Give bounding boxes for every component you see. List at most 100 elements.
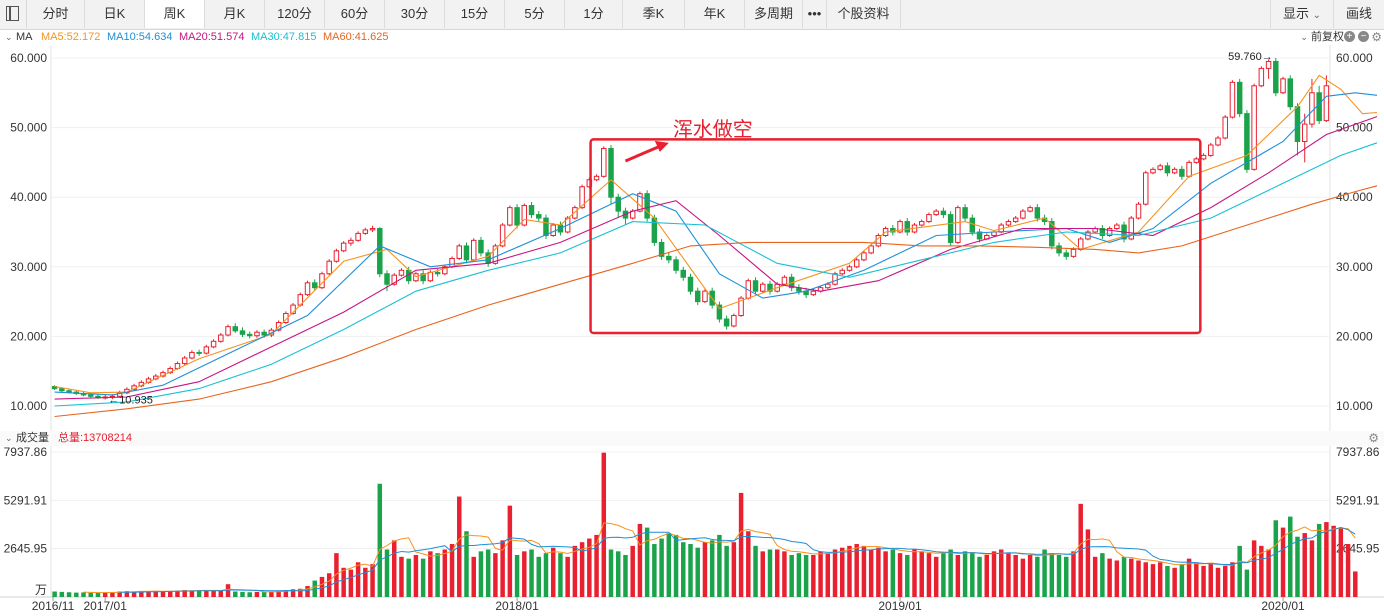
candle bbox=[456, 245, 463, 259]
candle bbox=[1222, 116, 1228, 139]
candle bbox=[615, 196, 621, 212]
ma-legend: ⌄ MA MA5:52.172 MA10:54.634 MA20:51.574 … bbox=[0, 30, 1384, 44]
candle bbox=[181, 357, 188, 365]
volume-bar bbox=[326, 573, 332, 597]
volume-bar bbox=[413, 554, 419, 597]
tab-13[interactable]: ••• bbox=[803, 0, 827, 28]
ma20-value: MA20:51.574 bbox=[179, 31, 245, 43]
volume-bar bbox=[782, 551, 787, 597]
candle bbox=[673, 259, 679, 271]
candle bbox=[1034, 207, 1041, 219]
layout-toggle-button[interactable] bbox=[0, 0, 27, 28]
volume-bar bbox=[1114, 560, 1120, 597]
zoom-out-icon[interactable]: − bbox=[1358, 31, 1369, 42]
display-menu-button[interactable]: 显示 ⌄ bbox=[1269, 0, 1333, 28]
tab-6[interactable]: 30分 bbox=[385, 0, 445, 28]
volume-bar bbox=[211, 590, 216, 597]
indicator-name[interactable]: MA bbox=[16, 31, 33, 43]
tab-2[interactable]: 周K bbox=[145, 0, 205, 28]
candle bbox=[225, 326, 231, 336]
candle bbox=[398, 269, 405, 276]
volume-bar bbox=[298, 588, 303, 597]
volume-bar bbox=[1208, 564, 1214, 597]
arrow-head bbox=[654, 140, 669, 152]
candle bbox=[1251, 85, 1257, 170]
y-tick-label: 7937.86 bbox=[4, 446, 48, 459]
volume-bar bbox=[167, 591, 173, 597]
candle bbox=[218, 334, 224, 342]
tab-8[interactable]: 5分 bbox=[505, 0, 565, 28]
volume-bar bbox=[1215, 567, 1221, 597]
volume-bar bbox=[1006, 553, 1011, 597]
tab-3[interactable]: 月K bbox=[205, 0, 265, 28]
volume-bar bbox=[1078, 503, 1083, 597]
candle bbox=[521, 205, 528, 226]
tab-1[interactable]: 日K bbox=[85, 0, 145, 28]
candle bbox=[839, 269, 845, 275]
tab-4[interactable]: 120分 bbox=[265, 0, 325, 28]
price-chart[interactable]: 60.000 50.000 40.000 30.000 20.000 10.000 60.… bbox=[0, 45, 1384, 431]
candle bbox=[832, 273, 838, 285]
tab-11[interactable]: 年K bbox=[685, 0, 745, 28]
volume-bar bbox=[1331, 525, 1336, 597]
volume-bar bbox=[153, 590, 159, 597]
tab-12[interactable]: 多周期 bbox=[745, 0, 803, 28]
tab-7[interactable]: 15分 bbox=[445, 0, 505, 28]
candle bbox=[760, 283, 766, 292]
volume-bar bbox=[601, 452, 607, 597]
volume-bar bbox=[247, 592, 252, 597]
volume-bar bbox=[384, 549, 390, 597]
volume-bar bbox=[442, 549, 448, 597]
volume-bar bbox=[854, 544, 859, 597]
volume-bar bbox=[572, 545, 578, 597]
volume-bar bbox=[529, 549, 534, 597]
volume-bar bbox=[1186, 558, 1192, 597]
volume-bar bbox=[146, 591, 151, 597]
volume-bar bbox=[131, 591, 137, 597]
candle bbox=[326, 260, 332, 275]
volume-bar bbox=[478, 551, 484, 597]
draw-line-button[interactable]: 画线 bbox=[1332, 0, 1384, 28]
volume-bar bbox=[341, 567, 346, 597]
tab-14[interactable]: 个股资料 bbox=[827, 0, 901, 28]
candle bbox=[810, 290, 817, 296]
candle bbox=[66, 390, 72, 393]
volume-bar bbox=[233, 591, 238, 597]
volume-bar bbox=[514, 554, 520, 597]
volume-bar bbox=[767, 549, 773, 597]
tab-10[interactable]: 季K bbox=[623, 0, 685, 28]
settings-gear-icon[interactable]: ⚙ bbox=[1368, 431, 1379, 445]
candle bbox=[904, 221, 911, 233]
candle bbox=[579, 186, 585, 209]
settings-gear-icon[interactable]: ⚙ bbox=[1371, 30, 1382, 44]
candle bbox=[723, 318, 730, 327]
y-tick-label: 40.000 bbox=[1336, 190, 1373, 204]
low-label: ←10.935 bbox=[108, 395, 153, 407]
volume-bar bbox=[1129, 558, 1134, 597]
adjust-select[interactable]: ⌄ 前复权 bbox=[1300, 30, 1344, 44]
tab-5[interactable]: 60分 bbox=[325, 0, 385, 28]
candle bbox=[543, 217, 549, 236]
collapse-chevron-icon[interactable]: ⌄ bbox=[5, 433, 13, 443]
candle bbox=[933, 210, 939, 216]
collapse-chevron-icon[interactable]: ⌄ bbox=[5, 32, 13, 42]
candle bbox=[1005, 221, 1012, 226]
candle bbox=[1208, 144, 1214, 156]
candle bbox=[861, 252, 867, 261]
tab-0[interactable]: 分时 bbox=[27, 0, 85, 28]
volume-bar bbox=[485, 549, 491, 597]
candle bbox=[1287, 78, 1293, 108]
candle bbox=[499, 224, 506, 247]
tab-9[interactable]: 1分 bbox=[565, 0, 623, 28]
volume-bar bbox=[117, 591, 122, 597]
candle bbox=[1323, 85, 1330, 122]
candle bbox=[340, 242, 347, 252]
zoom-in-icon[interactable]: + bbox=[1344, 31, 1355, 42]
x-tick-label: 2017/01 bbox=[83, 599, 127, 613]
candle bbox=[962, 207, 968, 219]
candle bbox=[918, 221, 925, 226]
y-tick-label: 40.000 bbox=[10, 190, 47, 204]
candle bbox=[694, 290, 701, 303]
ma-line-ma30 bbox=[54, 142, 1378, 407]
